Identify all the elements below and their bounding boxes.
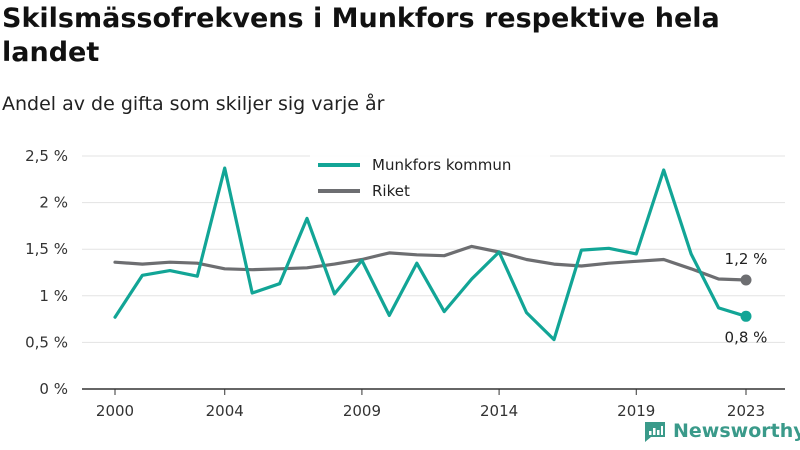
x-tick-label: 2004 bbox=[206, 402, 244, 420]
end-value-label: 1,2 % bbox=[725, 250, 768, 268]
series-lines bbox=[113, 166, 748, 342]
x-tick-label: 2023 bbox=[727, 402, 765, 420]
series-line-riket bbox=[113, 244, 748, 282]
series-line-munkfors bbox=[113, 166, 748, 342]
chart-subtitle: Andel av de gifta som skiljer sig varje … bbox=[2, 93, 385, 115]
y-tick-label: 0,5 % bbox=[25, 333, 68, 351]
brand-logo: Newsworthy bbox=[643, 419, 800, 443]
legend-label: Munkfors kommun bbox=[372, 156, 511, 174]
x-axis: 2000 2004 2009 2014 2019 2023 bbox=[82, 388, 785, 420]
legend-background bbox=[310, 152, 550, 202]
y-tick-label: 1 % bbox=[39, 287, 68, 305]
y-tick-label: 2 % bbox=[39, 194, 68, 212]
brand-name: Newsworthy bbox=[673, 420, 800, 442]
end-value-label: 0,8 % bbox=[725, 328, 768, 346]
legend: Munkfors kommun Riket bbox=[310, 152, 550, 202]
end-point-riket bbox=[740, 274, 752, 286]
chart-title: Skilsmässofrekvens i Munkfors respektive… bbox=[2, 3, 720, 68]
legend-label: Riket bbox=[372, 182, 410, 200]
end-point-munkfors bbox=[740, 310, 752, 322]
x-tick-label: 2009 bbox=[343, 402, 381, 420]
x-tick-label: 2019 bbox=[617, 402, 655, 420]
y-tick-label: 1,5 % bbox=[25, 240, 68, 258]
y-axis: 0 % 0,5 % 1 % 1,5 % 2 % 2,5 % bbox=[25, 147, 68, 398]
y-tick-label: 0 % bbox=[39, 380, 68, 398]
end-labels: 1,2 % 0,8 % bbox=[725, 250, 768, 346]
newsworthy-logo-icon bbox=[645, 422, 665, 442]
y-tick-label: 2,5 % bbox=[25, 147, 68, 165]
x-tick-label: 2014 bbox=[480, 402, 518, 420]
x-tick-label: 2000 bbox=[96, 402, 134, 420]
